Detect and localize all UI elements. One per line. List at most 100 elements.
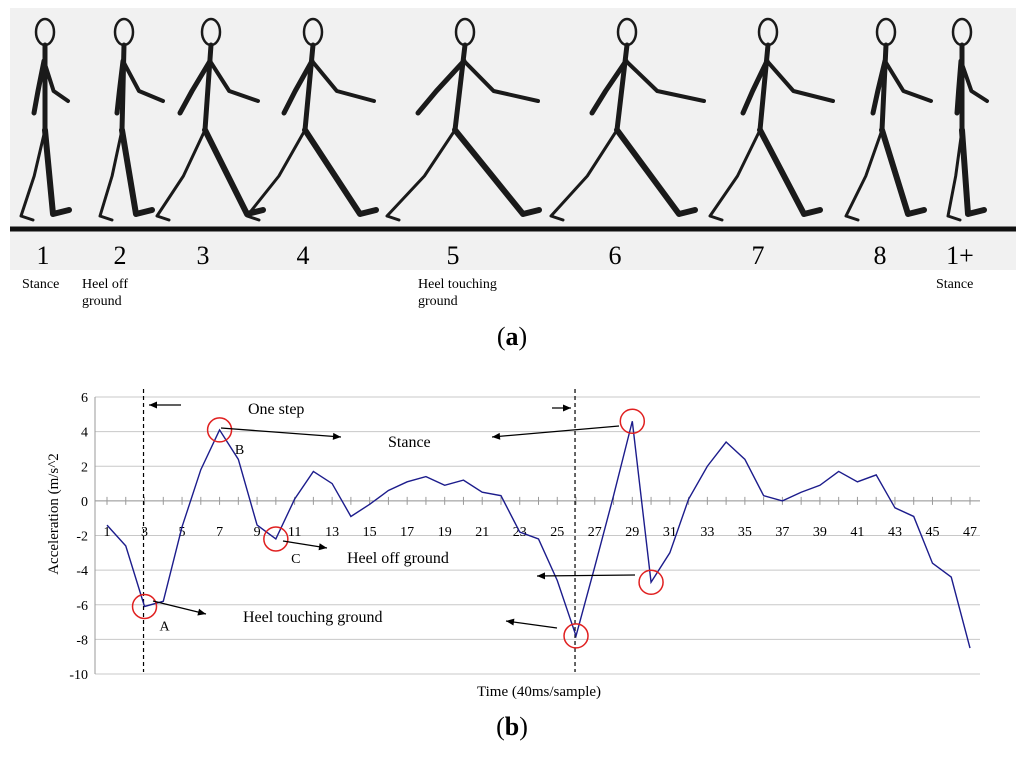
circled-point-3 — [263, 526, 289, 552]
x-tick-label: 41 — [850, 525, 864, 540]
frame-number-7: 7 — [752, 241, 765, 270]
annotation-stance: Stance — [388, 434, 431, 451]
circled-point-6 — [638, 569, 664, 595]
circled-point-1 — [131, 593, 158, 620]
x-tick-label: 33 — [700, 525, 714, 540]
frame-labels: Stance Heel off ground Heel touching ground S… — [22, 277, 973, 309]
y-tick-label: 2 — [81, 460, 88, 475]
y-tick-label: -10 — [69, 668, 88, 683]
x-tick-label: 39 — [813, 525, 827, 540]
arrow-head — [318, 543, 327, 551]
annotation-arrow — [491, 425, 620, 438]
walking-figure-3 — [155, 17, 266, 222]
y-tick-label: 4 — [81, 426, 88, 441]
x-tick-label: 45 — [925, 525, 939, 540]
x-axis-label: Time (40ms/sample) — [477, 684, 601, 700]
circled-point-2 — [206, 417, 233, 443]
arrow-head — [537, 572, 546, 580]
x-tick-label: 13 — [325, 525, 339, 540]
walking-sequence-panel: 1 2 3 4 5 6 7 8 1+ Stance Heel off ground Heel touc… — [0, 0, 1024, 320]
frame-label-5-line-1: Heel touching — [418, 277, 497, 292]
annotation-heel-off: Heel off ground — [347, 550, 449, 567]
chart-annotations: One step Stance Heel off ground Heel touchi… — [149, 401, 636, 629]
x-tick-label: 3 — [141, 525, 148, 540]
point-label-C: C — [291, 552, 300, 567]
y-tick-label: -6 — [76, 599, 88, 614]
annotation-arrow — [152, 600, 207, 615]
arrow-head — [563, 404, 571, 412]
x-tick-label: 7 — [216, 525, 223, 540]
acceleration-chart-panel: 6 4 2 0 -2 -4 -6 -8 -10 1 3 5 7 9 11 13 15 17 19 21 23 25 27 2… — [0, 380, 1024, 758]
x-tick-label: 29 — [625, 525, 639, 540]
frame-label-9-line-1: Stance — [936, 277, 973, 292]
acceleration-series — [106, 421, 971, 649]
walking-figure-2 — [98, 17, 165, 222]
x-tick-label: 31 — [663, 525, 677, 540]
x-tick-label: 25 — [550, 525, 564, 540]
x-tick-label: 17 — [400, 525, 414, 540]
y-tick-label: -4 — [76, 564, 88, 579]
illustration-background — [10, 8, 1016, 270]
frame-label-1-line-1: Stance — [22, 277, 59, 292]
frame-numbers: 1 2 3 4 5 6 7 8 1+ — [37, 241, 974, 270]
frame-number-1: 1 — [37, 241, 50, 270]
x-tick-label: 9 — [254, 525, 261, 540]
x-tick-label: 21 — [475, 525, 489, 540]
panel-b-caption: (b) — [496, 712, 528, 741]
x-tick-label: 1 — [104, 525, 111, 540]
arrow-head — [332, 432, 341, 440]
walking-figures — [19, 17, 989, 222]
walking-sequence-illustration: 1 2 3 4 5 6 7 8 1+ Stance Heel off ground Heel touc… — [10, 8, 1016, 309]
frame-label-2-line-2: ground — [82, 294, 122, 309]
annotation-arrow — [220, 427, 342, 438]
frame-number-4: 4 — [297, 241, 310, 270]
frame-number-2: 2 — [114, 241, 127, 270]
y-tick-label: -8 — [76, 633, 88, 648]
circled-point-5 — [619, 408, 646, 434]
vertical-step-markers — [142, 389, 576, 672]
frame-number-3: 3 — [197, 241, 210, 270]
y-tick-label: 6 — [81, 391, 88, 406]
point-label-A: A — [159, 619, 170, 634]
x-tick-label: 27 — [588, 525, 602, 540]
panel-b-letter: b — [504, 712, 520, 741]
walking-figure-8 — [844, 17, 933, 222]
arrow-head — [149, 401, 157, 409]
annotation-arrow — [536, 574, 636, 577]
x-tick-label: 5 — [179, 525, 186, 540]
x-tick-label: 11 — [288, 525, 301, 540]
frame-label-2-line-1: Heel off — [82, 277, 128, 292]
annotation-heel-touch: Heel touching ground — [243, 609, 383, 626]
walking-figure-7 — [708, 17, 835, 222]
x-tick-label: 35 — [738, 525, 752, 540]
acceleration-line — [106, 421, 971, 649]
walking-figure-6 — [549, 17, 706, 222]
frame-number-8: 8 — [874, 241, 887, 270]
frame-label-5-line-2: ground — [418, 294, 458, 309]
x-tick-label: 19 — [438, 525, 452, 540]
walking-figure-4 — [245, 17, 379, 222]
annotation-one-step: One step — [248, 401, 304, 418]
y-tick-label: -2 — [76, 530, 88, 545]
y-tick-label: 0 — [81, 495, 88, 510]
point-label-B: B — [235, 443, 244, 458]
frame-number-6: 6 — [609, 241, 622, 270]
arrow-head — [506, 618, 515, 626]
x-tick-labels: 1 3 5 7 9 11 13 15 17 19 21 23 25 27 29 31 33 35 37 39 41 43 4… — [104, 525, 978, 540]
x-tick-label: 37 — [775, 525, 789, 540]
frame-number-5: 5 — [447, 241, 460, 270]
frame-number-9: 1+ — [946, 241, 974, 270]
walking-figure-9 — [946, 17, 989, 222]
arrow-head — [492, 432, 501, 440]
arrow-head — [197, 608, 206, 616]
annotation-arrow — [505, 620, 558, 629]
panel-a-letter: a — [505, 322, 519, 351]
y-tick-labels: 6 4 2 0 -2 -4 -6 -8 -10 — [69, 391, 88, 683]
x-tick-label: 43 — [888, 525, 902, 540]
x-tick-label: 47 — [963, 525, 977, 540]
walking-figure-5 — [385, 17, 542, 222]
walking-figure-1 — [19, 17, 72, 222]
panel-a-caption: (a) — [496, 322, 528, 351]
circled-points: A B C — [131, 408, 664, 649]
